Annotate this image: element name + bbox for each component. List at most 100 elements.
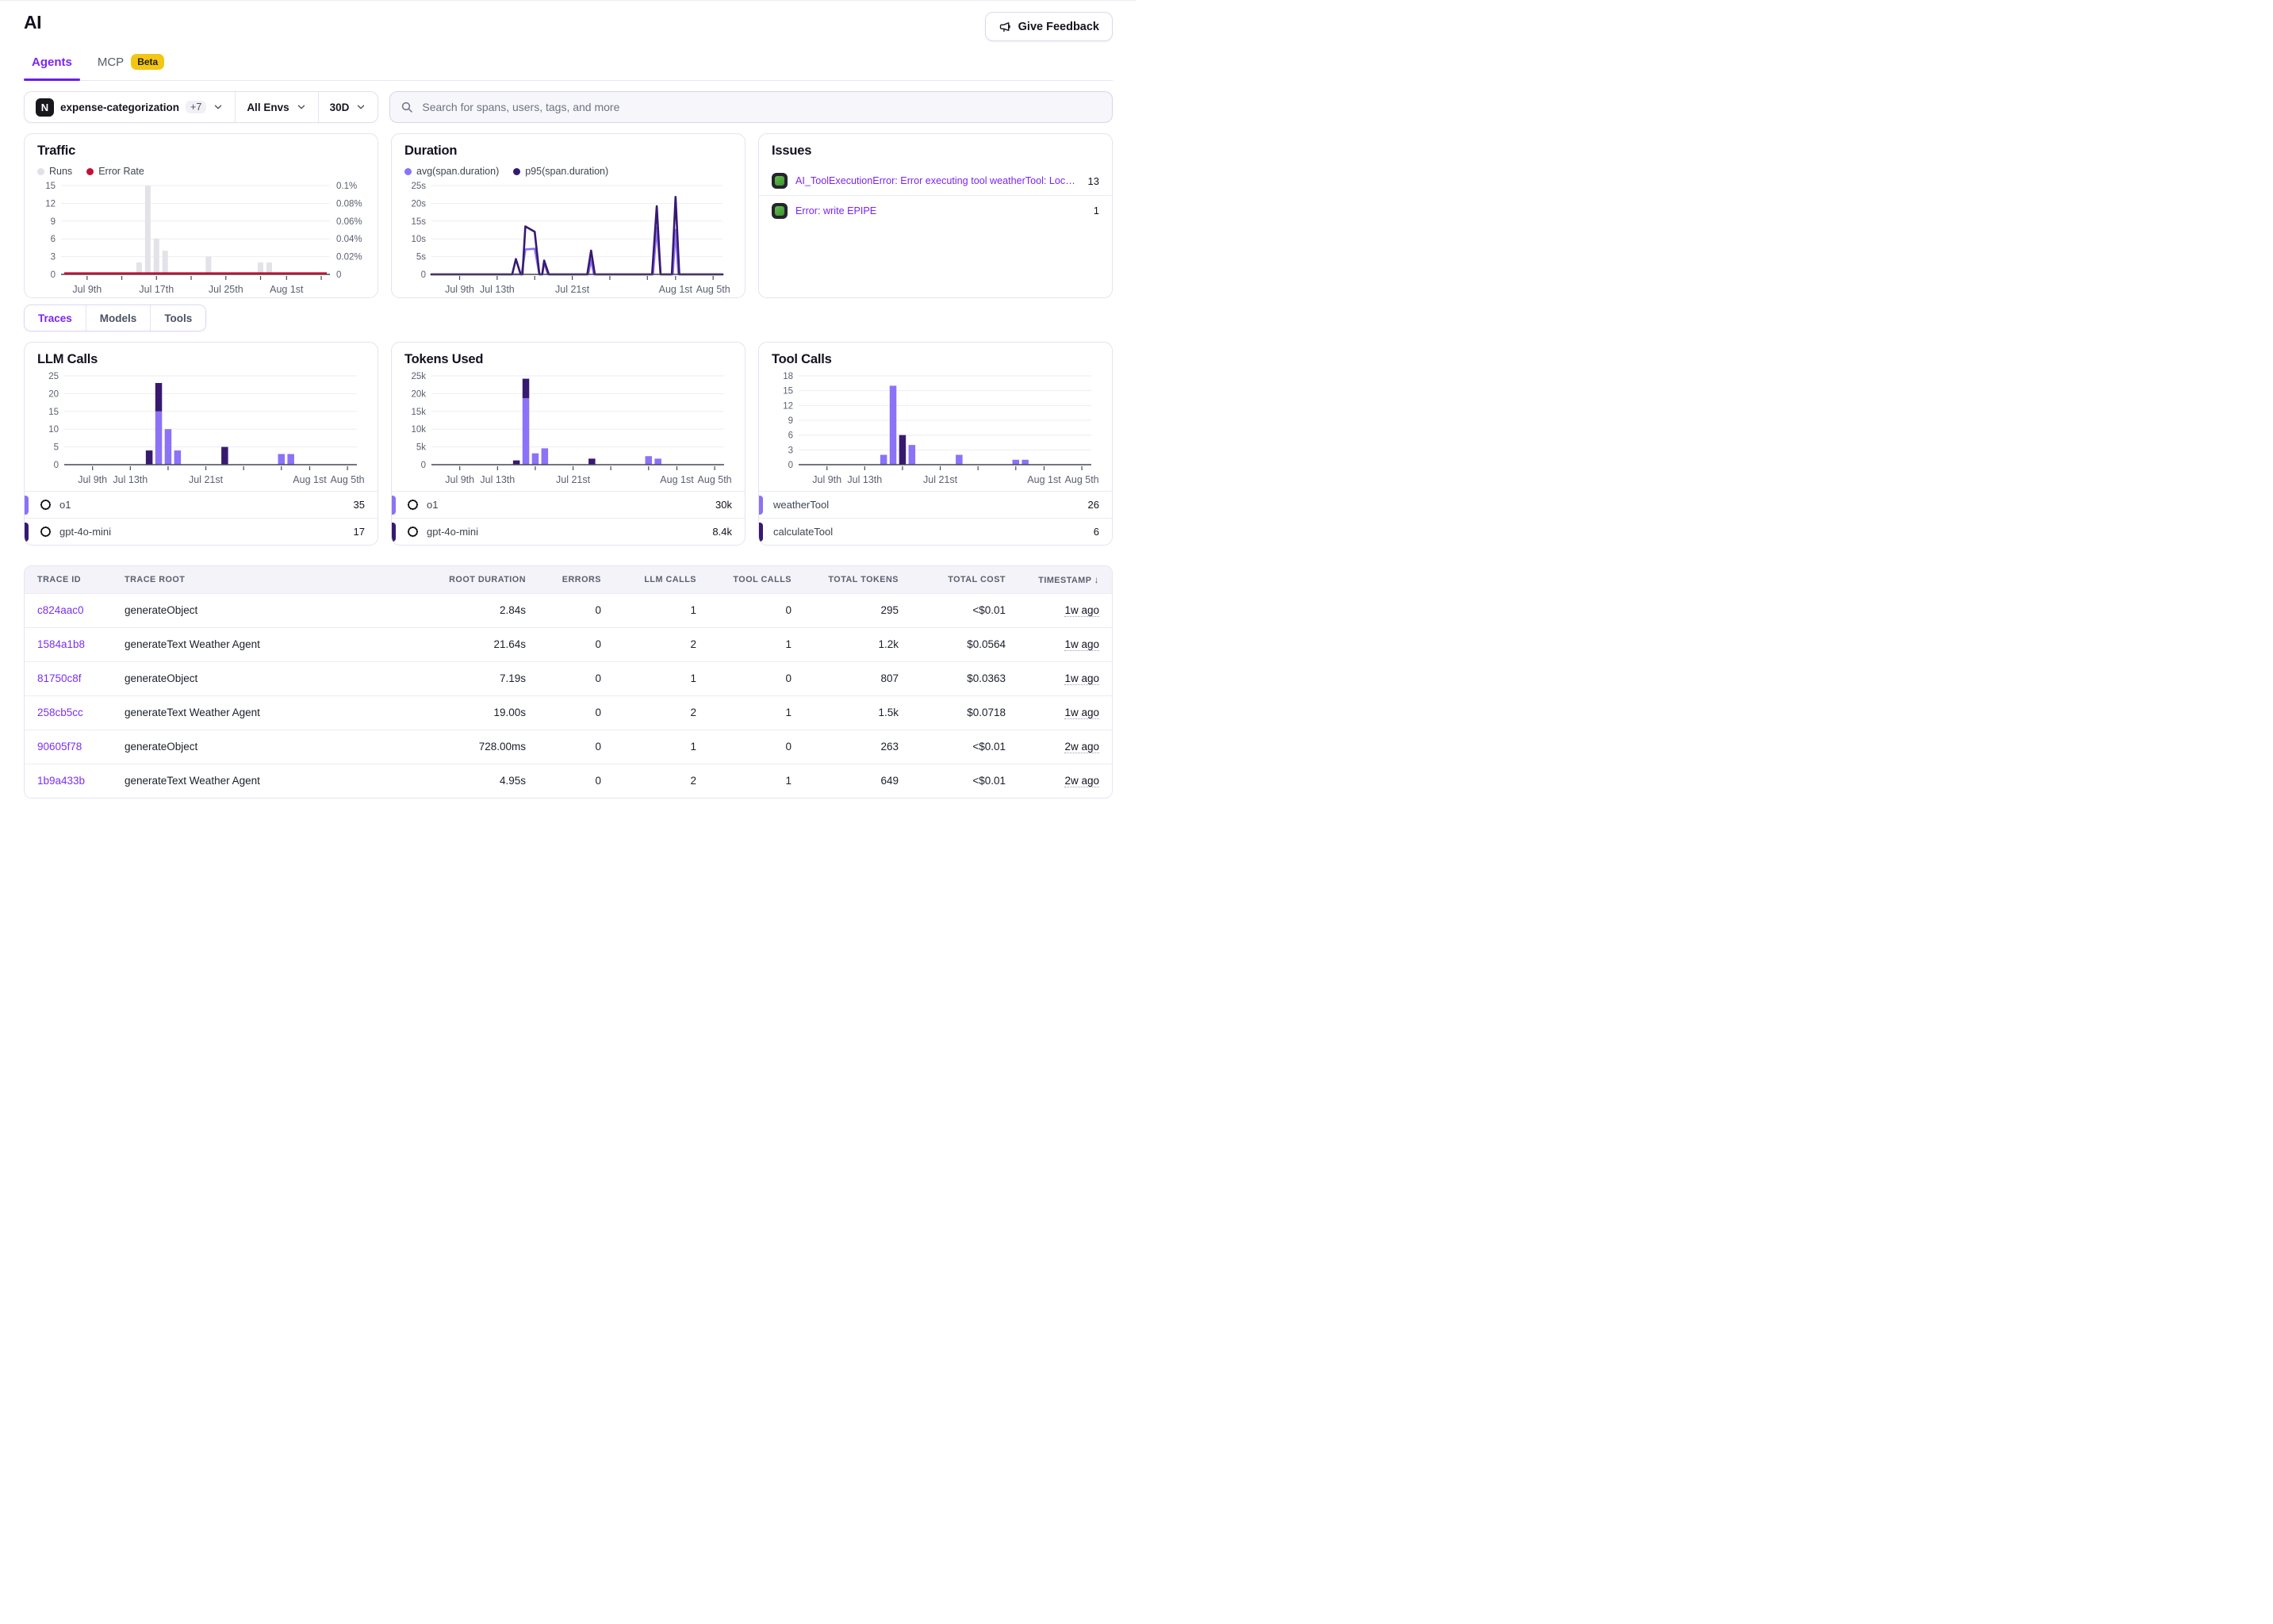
cell-trace-id: 81750c8f xyxy=(25,661,112,695)
duration-title: Duration xyxy=(404,144,732,159)
tool-calls-card: Tool Calls 0369121518Jul 9thJul 13thJul … xyxy=(758,342,1113,546)
trace-id-link[interactable]: 1b9a433b xyxy=(37,775,85,787)
cell-timestamp: 2w ago xyxy=(1018,764,1112,798)
timestamp-link[interactable]: 2w ago xyxy=(1064,775,1099,787)
column-header-llm-calls[interactable]: LLM CALLS xyxy=(614,566,709,593)
svg-text:Aug 5th: Aug 5th xyxy=(698,474,732,485)
give-feedback-button[interactable]: Give Feedback xyxy=(985,12,1113,41)
openai-icon xyxy=(406,525,420,538)
svg-text:25s: 25s xyxy=(411,182,426,191)
cell-llm-calls: 1 xyxy=(614,593,709,627)
search-input[interactable] xyxy=(420,100,1102,114)
tokens-used-legend-rows: o130kgpt-4o-mini8.4k xyxy=(392,491,745,545)
svg-text:Jul 17th: Jul 17th xyxy=(139,284,174,295)
svg-text:10k: 10k xyxy=(411,425,426,435)
issue-link[interactable]: AI_ToolExecutionError: Error executing t… xyxy=(795,175,1080,186)
range-filter-dropdown[interactable]: 30D xyxy=(319,92,378,122)
column-header-trace-id[interactable]: TRACE ID xyxy=(25,566,112,593)
env-filter-dropdown[interactable]: All Envs xyxy=(236,92,318,122)
cell-trace-root: generateObject xyxy=(112,730,420,764)
column-header-timestamp[interactable]: TIMESTAMP↓ xyxy=(1018,566,1112,593)
cell-root-duration: 2.84s xyxy=(420,593,539,627)
svg-text:0: 0 xyxy=(336,270,341,280)
legend-total-row[interactable]: gpt-4o-mini17 xyxy=(25,518,378,545)
series-color-chip xyxy=(25,496,29,515)
timestamp-link[interactable]: 1w ago xyxy=(1064,707,1099,719)
duration-card: Duration avg(span.duration)p95(span.dura… xyxy=(391,133,746,298)
cell-root-duration: 4.95s xyxy=(420,764,539,798)
series-total: 30k xyxy=(715,499,732,511)
table-row[interactable]: 1584a1b8generateText Weather Agent21.64s… xyxy=(25,627,1112,661)
column-header-trace-root[interactable]: TRACE ROOT xyxy=(112,566,420,593)
column-header-total-cost[interactable]: TOTAL COST xyxy=(911,566,1018,593)
column-header-tool-calls[interactable]: TOOL CALLS xyxy=(709,566,804,593)
series-total: 35 xyxy=(354,499,365,511)
svg-text:12: 12 xyxy=(783,401,793,411)
svg-text:0: 0 xyxy=(421,461,426,470)
trace-id-link[interactable]: c824aac0 xyxy=(37,604,84,616)
tokens-used-chart: 05k10k15k20k25kJul 9thJul 13thJul 21stAu… xyxy=(404,370,734,488)
series-color-chip xyxy=(25,523,29,542)
column-header-root-duration[interactable]: ROOT DURATION xyxy=(420,566,539,593)
agent-extra-count: +7 xyxy=(186,101,206,113)
timestamp-link[interactable]: 1w ago xyxy=(1064,638,1099,651)
series-name: o1 xyxy=(427,499,715,511)
svg-text:20k: 20k xyxy=(411,389,426,399)
legend-total-row[interactable]: gpt-4o-mini8.4k xyxy=(392,518,745,545)
svg-text:Jul 21st: Jul 21st xyxy=(555,284,590,295)
legend-total-row[interactable]: calculateTool6 xyxy=(759,518,1112,545)
subtab-models[interactable]: Models xyxy=(86,305,151,331)
svg-text:Aug 1st: Aug 1st xyxy=(659,284,693,295)
timestamp-link[interactable]: 1w ago xyxy=(1064,672,1099,685)
cell-errors: 0 xyxy=(539,695,614,730)
cell-timestamp: 1w ago xyxy=(1018,661,1112,695)
table-row[interactable]: 90605f78generateObject728.00ms010263<$0.… xyxy=(25,730,1112,764)
svg-text:0.02%: 0.02% xyxy=(336,253,362,262)
tokens-used-title: Tokens Used xyxy=(404,352,732,367)
trace-id-link[interactable]: 90605f78 xyxy=(37,741,82,753)
table-row[interactable]: c824aac0generateObject2.84s010295<$0.011… xyxy=(25,593,1112,627)
column-header-errors[interactable]: ERRORS xyxy=(539,566,614,593)
svg-text:0: 0 xyxy=(51,270,56,280)
table-row[interactable]: 1b9a433bgenerateText Weather Agent4.95s0… xyxy=(25,764,1112,798)
legend-total-row[interactable]: o135 xyxy=(25,491,378,518)
legend-dot-icon xyxy=(86,168,94,175)
megaphone-icon xyxy=(999,21,1011,33)
series-color-chip xyxy=(759,496,763,515)
topbar: AI Give Feedback xyxy=(24,12,1113,41)
svg-text:Jul 13th: Jul 13th xyxy=(113,474,148,485)
trace-id-link[interactable]: 258cb5cc xyxy=(37,707,83,718)
subtab-tools[interactable]: Tools xyxy=(151,305,205,331)
trace-id-link[interactable]: 81750c8f xyxy=(37,672,82,684)
tab-mcp[interactable]: MCP Beta xyxy=(90,54,172,80)
timestamp-link[interactable]: 2w ago xyxy=(1064,741,1099,753)
svg-text:3: 3 xyxy=(788,446,793,455)
traces-table-header: TRACE IDTRACE ROOTROOT DURATIONERRORSLLM… xyxy=(25,566,1112,593)
table-row[interactable]: 81750c8fgenerateObject7.19s010807$0.0363… xyxy=(25,661,1112,695)
cell-errors: 0 xyxy=(539,661,614,695)
legend-dot-icon xyxy=(37,168,44,175)
subtab-traces[interactable]: Traces xyxy=(25,305,86,331)
cell-tool-calls: 0 xyxy=(709,661,804,695)
legend-label: p95(span.duration) xyxy=(525,166,608,177)
svg-text:25: 25 xyxy=(48,372,59,381)
usage-cards: LLM Calls 0510152025Jul 9thJul 13thJul 2… xyxy=(24,342,1113,546)
timestamp-link[interactable]: 1w ago xyxy=(1064,604,1099,617)
svg-text:6: 6 xyxy=(51,235,56,244)
legend-total-row[interactable]: o130k xyxy=(392,491,745,518)
column-header-total-tokens[interactable]: TOTAL TOKENS xyxy=(804,566,911,593)
cell-tool-calls: 1 xyxy=(709,764,804,798)
search-bar[interactable] xyxy=(389,91,1113,123)
tab-agents[interactable]: Agents xyxy=(24,54,80,80)
series-color-chip xyxy=(759,523,763,542)
svg-text:0.1%: 0.1% xyxy=(336,182,357,191)
trace-id-link[interactable]: 1584a1b8 xyxy=(37,638,85,650)
legend-total-row[interactable]: weatherTool26 xyxy=(759,491,1112,518)
issue-link[interactable]: Error: write EPIPE xyxy=(795,205,1086,216)
table-row[interactable]: 258cb5ccgenerateText Weather Agent19.00s… xyxy=(25,695,1112,730)
filter-bar: N expense-categorization +7 All Envs 30D xyxy=(24,91,378,123)
agent-filter-dropdown[interactable]: N expense-categorization +7 xyxy=(25,92,236,122)
svg-text:0: 0 xyxy=(788,461,793,470)
traces-table-card: TRACE IDTRACE ROOTROOT DURATIONERRORSLLM… xyxy=(24,565,1113,799)
traffic-chart: 0030.02%60.04%90.06%120.08%150.1%Jul 9th… xyxy=(37,179,366,298)
